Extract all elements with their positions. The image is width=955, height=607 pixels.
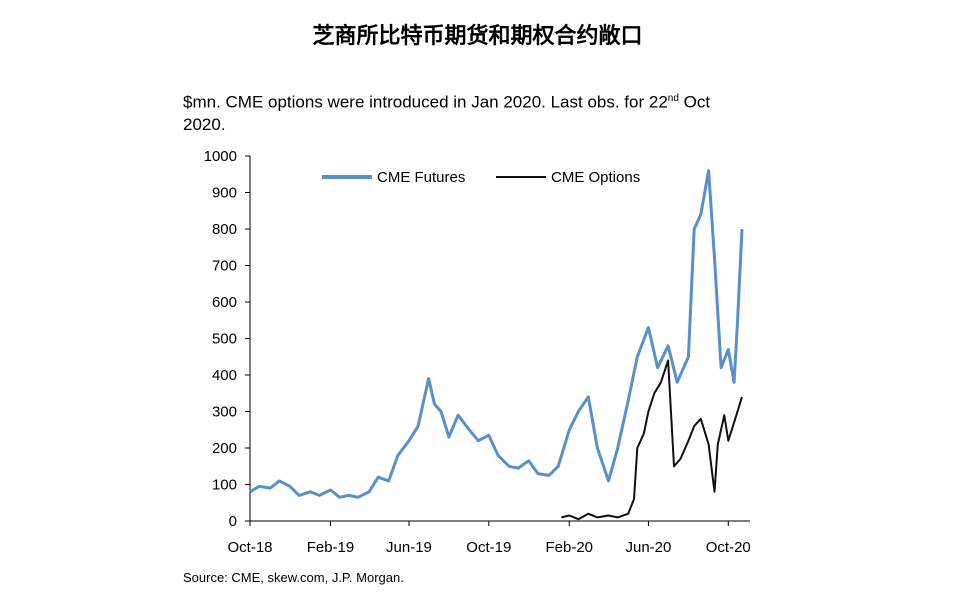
- y-tick-label: 100: [212, 477, 237, 494]
- chart-title: 芝商所比特币期货和期权合约敞口: [312, 24, 643, 49]
- x-tick-label: Oct-20: [706, 539, 751, 556]
- y-tick-label: 400: [212, 367, 237, 384]
- x-tick-label: Feb-19: [307, 539, 355, 556]
- chart-subtitle: $mn. CME options were introduced in Jan …: [183, 88, 783, 136]
- y-tick-label: 300: [212, 404, 237, 421]
- subtitle-text-2: Oct: [678, 92, 711, 112]
- x-tick-label: Oct-19: [466, 539, 511, 556]
- y-tick-label: 0: [229, 513, 237, 530]
- series-line-cme-options: [561, 359, 743, 521]
- y-tick-label: 1000: [204, 148, 237, 165]
- subtitle-text: $mn. CME options were introduced in Jan …: [183, 92, 668, 112]
- legend: CME Futures CME Options: [322, 169, 640, 186]
- x-tick-label: Jun-19: [386, 539, 432, 556]
- y-tick-label: 700: [212, 258, 237, 275]
- subtitle-superscript: nd: [667, 93, 679, 104]
- chart-source: Source: CME, skew.com, J.P. Morgan.: [183, 570, 404, 585]
- y-tick-label: 200: [212, 440, 237, 457]
- y-tick-label: 600: [212, 294, 237, 311]
- legend-label: CME Futures: [377, 169, 465, 186]
- axes: 0 100 200 300 400 500 600 700 800 900 1000 Oct-18 Fe…: [204, 148, 751, 556]
- y-tick-label: 900: [212, 185, 237, 202]
- series-group: [249, 169, 744, 521]
- x-tick-label: Feb-20: [546, 539, 594, 556]
- subtitle-text-3: 2020.: [183, 114, 226, 134]
- y-tick-label: 500: [212, 331, 237, 348]
- x-tick-label: Jun-20: [626, 539, 672, 556]
- y-tick-label: 800: [212, 221, 237, 238]
- legend-label: CME Options: [551, 169, 640, 186]
- series-line-cme-futures: [249, 169, 744, 499]
- x-tick-label: Oct-18: [227, 539, 272, 556]
